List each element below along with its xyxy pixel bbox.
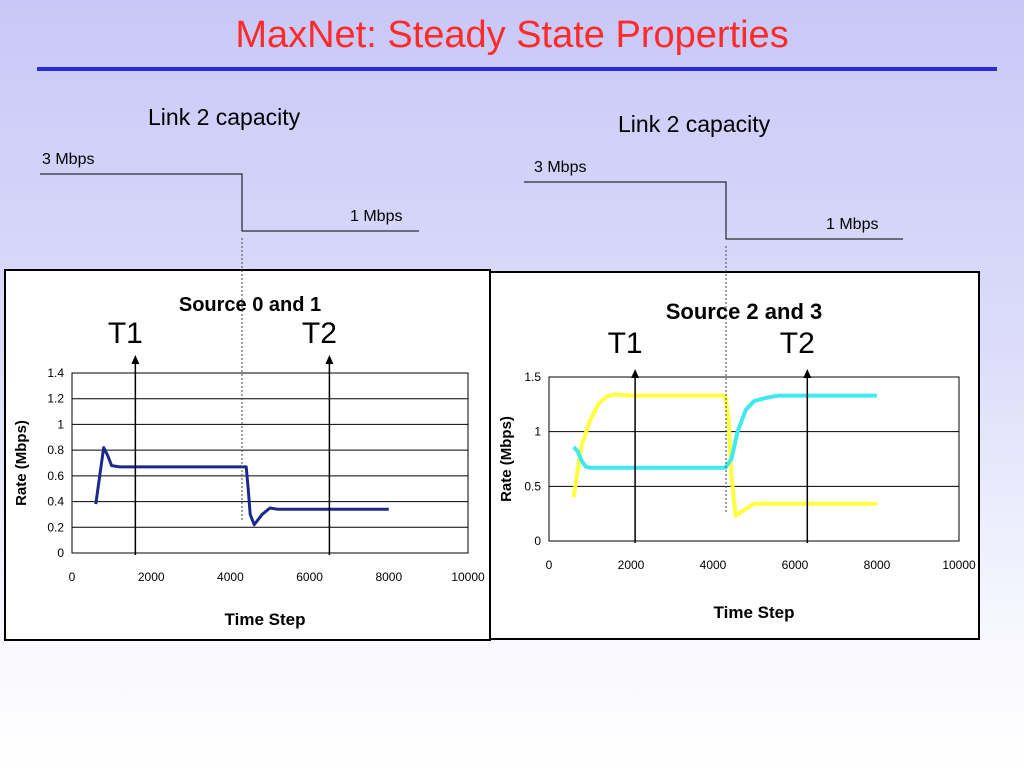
- series-line: [571, 392, 877, 518]
- y-tick-label: 0.2: [47, 520, 64, 534]
- x-tick-label: 6000: [782, 558, 809, 572]
- x-tick-label: 8000: [864, 558, 891, 572]
- event-arrowhead: [325, 355, 334, 364]
- event-arrowhead: [631, 369, 640, 378]
- event-label: T2: [302, 317, 337, 350]
- capacity-step-line: [40, 173, 419, 232]
- event-label: T1: [108, 317, 143, 350]
- y-axis-label: Rate (Mbps): [13, 420, 30, 506]
- event-label: T1: [608, 327, 643, 360]
- series-line: [572, 393, 877, 470]
- x-axis-label: Time Step: [714, 603, 795, 622]
- capacity-step-lines: [40, 173, 903, 240]
- chart-source-2-3: 0 0.5 1 1.5 0 2000 4000 6000 8000 10000 Source 2 a…: [498, 299, 976, 622]
- capacity-step-line: [524, 181, 903, 240]
- plot-frame: [548, 376, 960, 542]
- x-tick-label: 8000: [375, 570, 402, 584]
- y-tick-label: 1.5: [524, 370, 541, 384]
- x-tick-label: 2000: [138, 570, 165, 584]
- slide-title: MaxNet: Steady State Properties: [235, 14, 789, 56]
- capacity-high-label: 3 Mbps: [534, 159, 587, 176]
- chart-title: Source 0 and 1: [179, 294, 321, 316]
- chart-title: Source 2 and 3: [666, 299, 823, 324]
- x-tick-label: 10000: [942, 558, 976, 572]
- x-tick-label: 0: [69, 570, 76, 584]
- title-rule: [37, 67, 997, 71]
- capacity-diagram-title: Link 2 capacity: [618, 111, 771, 137]
- y-tick-label: 0.8: [47, 443, 64, 457]
- chart-source-0-1: 0 0.2 0.4 0.6 0.8 1 1.2 1.4 0 2000 4000 6000 8000 100…: [13, 294, 485, 629]
- y-tick-label: 0.6: [47, 469, 64, 483]
- capacity-diagram-title: Link 2 capacity: [148, 104, 301, 130]
- y-tick-label: 1: [57, 417, 64, 431]
- chart-panel-left: 0 0.2 0.4 0.6 0.8 1 1.2 1.4 0 2000 4000 6000 8000 100…: [4, 269, 491, 641]
- capacity-low-label: 1 Mbps: [826, 216, 879, 233]
- capacity-high-label: 3 Mbps: [42, 151, 95, 168]
- x-tick-label: 10000: [451, 570, 485, 584]
- x-tick-label: 6000: [296, 570, 323, 584]
- x-tick-label: 4000: [217, 570, 244, 584]
- capacity-low-label: 1 Mbps: [350, 208, 403, 225]
- y-tick-label: 0.5: [524, 479, 541, 493]
- y-tick-label: 0: [534, 534, 541, 548]
- y-tick-label: 1: [534, 425, 541, 439]
- plot-frame: [71, 372, 469, 554]
- y-tick-label: 1.4: [47, 366, 64, 380]
- x-tick-label: 4000: [700, 558, 727, 572]
- x-tick-label: 0: [546, 558, 553, 572]
- event-arrowhead: [803, 369, 812, 378]
- y-tick-label: 1.2: [47, 392, 64, 406]
- event-label: T2: [780, 327, 815, 360]
- series-line: [94, 446, 389, 527]
- chart-panel-right: 0 0.5 1 1.5 0 2000 4000 6000 8000 10000 Source 2 a…: [489, 271, 980, 640]
- y-tick-label: 0: [57, 546, 64, 560]
- x-axis-label: Time Step: [225, 610, 306, 629]
- event-arrowhead: [131, 355, 140, 364]
- y-tick-label: 0.4: [47, 495, 64, 509]
- y-axis-label: Rate (Mbps): [498, 416, 515, 502]
- x-tick-label: 2000: [618, 558, 645, 572]
